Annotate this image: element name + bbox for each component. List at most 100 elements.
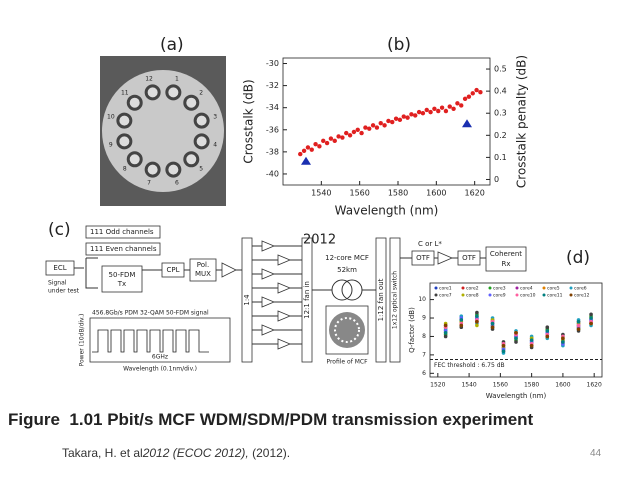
label: 50-FDM bbox=[109, 271, 136, 279]
label: ECL bbox=[53, 264, 66, 272]
legend-marker bbox=[542, 286, 546, 290]
y-tick-label: -36 bbox=[266, 125, 279, 134]
marker bbox=[576, 327, 581, 331]
label: CPL bbox=[166, 266, 179, 274]
label: OTF bbox=[462, 254, 476, 262]
panel-label: (d) bbox=[566, 248, 590, 268]
label: OTF bbox=[416, 254, 430, 262]
core bbox=[116, 133, 133, 150]
marker bbox=[405, 115, 410, 120]
y2-tick-label: 0.1 bbox=[494, 153, 507, 162]
marker bbox=[545, 334, 550, 339]
marker bbox=[443, 330, 448, 335]
box bbox=[485, 246, 527, 272]
marker bbox=[397, 117, 403, 123]
label: 111 Odd channels bbox=[90, 228, 154, 236]
y2-tick-label: 0.3 bbox=[494, 109, 507, 118]
marker bbox=[393, 116, 399, 121]
marker bbox=[305, 145, 311, 150]
y2-axis-label: Crosstalk penalty (dB) bbox=[515, 55, 529, 188]
marker bbox=[355, 127, 360, 132]
core-label: 9 bbox=[109, 141, 113, 148]
label: Profile of MCF bbox=[326, 359, 368, 366]
core-label: 8 bbox=[123, 166, 127, 173]
marker bbox=[576, 319, 581, 324]
x-tick-label: 1560 bbox=[349, 189, 369, 198]
citation-venue: 2012 (ECOC 2012), bbox=[142, 446, 249, 460]
legend-label: core7 bbox=[439, 293, 452, 299]
marker bbox=[501, 349, 506, 353]
marker bbox=[466, 94, 472, 99]
box bbox=[161, 262, 185, 278]
marker bbox=[298, 151, 303, 157]
marker bbox=[390, 119, 395, 125]
y-tick-label: 7 bbox=[422, 351, 426, 358]
marker bbox=[420, 111, 426, 116]
legend-marker bbox=[515, 286, 519, 290]
threshold-label: FEC threshold : 6.75 dB bbox=[434, 362, 505, 369]
marker bbox=[336, 134, 341, 139]
panel-label: (c) bbox=[48, 220, 71, 240]
marker bbox=[589, 321, 593, 326]
amplifier bbox=[261, 240, 276, 252]
marker bbox=[576, 323, 581, 328]
x-tick-label: 1620 bbox=[464, 189, 484, 198]
marker bbox=[313, 141, 318, 147]
marker bbox=[424, 107, 429, 113]
label: Power (10dB/div.) bbox=[79, 314, 86, 367]
core-label: 1 bbox=[175, 75, 179, 82]
label: 1x12 optical switch bbox=[392, 271, 399, 329]
marker bbox=[475, 314, 479, 318]
x-tick-label: 1580 bbox=[524, 382, 539, 389]
marker bbox=[436, 108, 441, 114]
marker bbox=[344, 130, 349, 136]
marker bbox=[451, 106, 456, 112]
marker bbox=[561, 336, 565, 341]
y-tick-label: -30 bbox=[266, 59, 279, 68]
marker bbox=[351, 129, 357, 135]
core-label: 10 bbox=[107, 114, 115, 121]
marker bbox=[474, 87, 479, 93]
legend-marker bbox=[542, 293, 546, 297]
label: C or L* bbox=[418, 240, 442, 248]
label: Wavelength (0.1nm/div.) bbox=[123, 366, 197, 373]
marker bbox=[340, 135, 345, 140]
x-tick-label: 1540 bbox=[311, 189, 331, 198]
marker bbox=[443, 323, 448, 328]
legend-marker bbox=[461, 293, 465, 297]
y2-tick-label: 0 bbox=[494, 175, 499, 184]
marker bbox=[545, 325, 550, 330]
marker bbox=[514, 336, 518, 341]
label: 456.8Gb/s PDM 32-QAM 50-FDM signal bbox=[92, 310, 209, 317]
legend-marker bbox=[434, 286, 438, 290]
box bbox=[389, 237, 401, 363]
amplifier bbox=[277, 310, 292, 322]
marker bbox=[455, 101, 460, 106]
legend-label: core9 bbox=[493, 293, 506, 299]
marker bbox=[501, 343, 506, 348]
amplifier-array bbox=[252, 240, 302, 350]
marker bbox=[428, 109, 433, 115]
marker bbox=[370, 123, 376, 128]
marker bbox=[324, 140, 330, 146]
label: MUX bbox=[195, 270, 211, 278]
spectrum-trace bbox=[92, 329, 209, 353]
marker bbox=[529, 338, 534, 342]
caption-title: Figure 1.01 Pbit/s MCF WDM/SDM/PDM trans… bbox=[8, 410, 534, 429]
marker bbox=[386, 118, 391, 124]
legend-marker bbox=[569, 293, 573, 297]
marker bbox=[317, 144, 322, 149]
label: Rx bbox=[501, 260, 510, 268]
x-tick-label: 1520 bbox=[430, 382, 445, 389]
amplifier bbox=[221, 262, 237, 278]
amplifier bbox=[277, 282, 292, 294]
core bbox=[144, 161, 161, 178]
label: Signal bbox=[48, 280, 67, 287]
label: 12-core MCF bbox=[325, 254, 369, 262]
core bbox=[144, 84, 161, 101]
marker bbox=[459, 103, 464, 108]
y-tick-label: -34 bbox=[266, 103, 279, 112]
fiber-cladding bbox=[102, 70, 224, 192]
overlay-year: 2012 bbox=[303, 233, 336, 248]
